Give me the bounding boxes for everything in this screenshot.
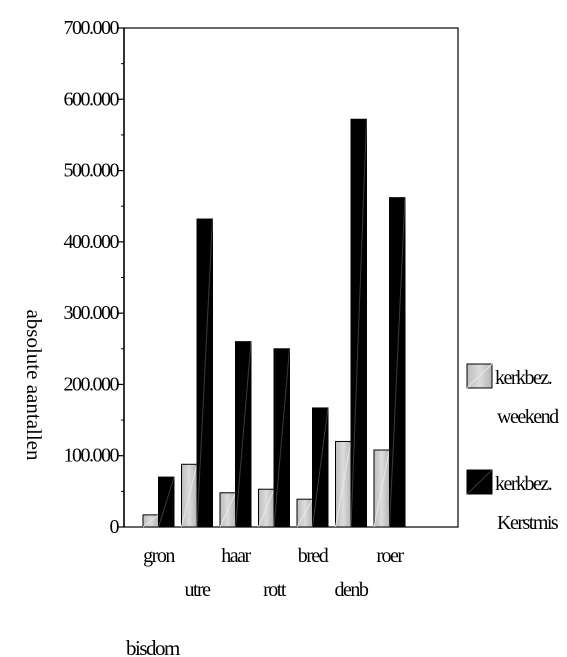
bar-shading-line xyxy=(312,407,329,528)
y-tick-label: 100.000 xyxy=(64,445,120,467)
x-category-label: bred xyxy=(298,545,329,567)
y-tick-label: 700.000 xyxy=(64,17,120,39)
plot-frame xyxy=(123,27,459,528)
y-tick-label: 200.000 xyxy=(64,373,120,395)
legend-swatch-shading xyxy=(466,469,493,495)
legend-label: kerkbez. xyxy=(495,473,552,495)
x-category-label: roer xyxy=(376,545,404,567)
bar-shading-line xyxy=(158,476,175,528)
bar-shading-line xyxy=(219,492,236,528)
y-tick-label: 400.000 xyxy=(64,231,120,253)
bar-shading-line xyxy=(235,341,252,528)
bar-shading-line xyxy=(142,514,159,528)
y-tick-label: 0 xyxy=(110,516,120,538)
x-axis-title: bisdom xyxy=(126,636,180,657)
bar-shading-line xyxy=(296,498,313,528)
legend-label: weekend xyxy=(497,406,559,428)
x-category-label: gron xyxy=(143,545,175,567)
legend-label: kerkbez. xyxy=(495,367,552,389)
bar-shading-line xyxy=(258,489,275,528)
bar-shading-line xyxy=(273,348,290,528)
y-tick-label: 600.000 xyxy=(64,88,120,110)
x-category-label: utre xyxy=(184,579,211,601)
bar-shading-line xyxy=(350,119,367,528)
y-tick-label: 500.000 xyxy=(64,160,120,182)
x-category-label: denb xyxy=(335,579,369,601)
bar-shading-line xyxy=(389,197,406,528)
y-axis-title: absolute aantallen xyxy=(22,309,46,461)
bar-shading-line xyxy=(373,449,390,528)
bar-shading-line xyxy=(335,441,352,528)
legend-label: Kerstmis xyxy=(497,512,559,534)
bar-shading-line xyxy=(196,219,213,528)
x-category-label: rott xyxy=(263,579,287,601)
legend-swatch-shading xyxy=(466,363,493,389)
y-tick-label: 300.000 xyxy=(64,302,120,324)
x-category-label: haar xyxy=(221,545,251,567)
bar-shading-line xyxy=(181,464,198,528)
